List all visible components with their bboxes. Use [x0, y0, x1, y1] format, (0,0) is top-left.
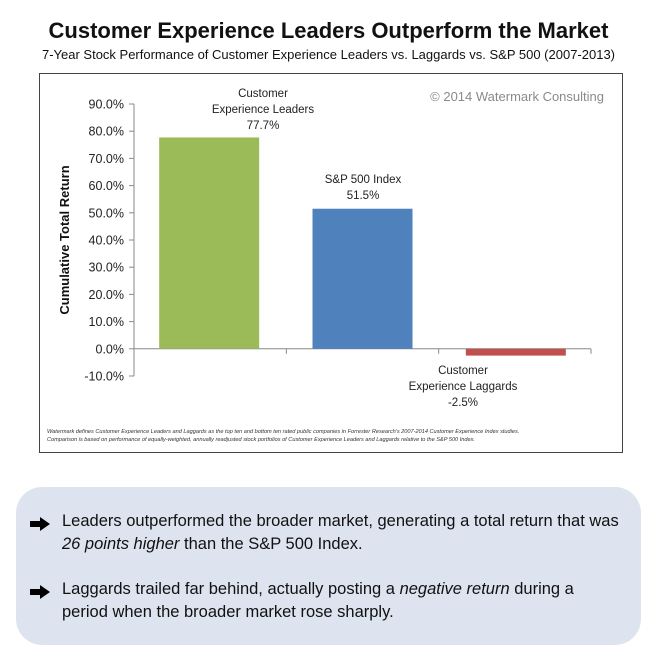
arrow-right-icon	[30, 585, 50, 599]
chart-footnote: Watermark defines Customer Experience Le…	[47, 428, 617, 444]
callout-bullet-leaders: Leaders outperformed the broader market,…	[30, 510, 620, 556]
bar-label: Experience Laggards	[409, 381, 518, 393]
y-tick-label: 80.0%	[89, 125, 124, 139]
bar-label: Customer	[438, 365, 488, 377]
arrow-right-icon	[30, 517, 50, 531]
summary-callout: Leaders outperformed the broader market,…	[16, 487, 641, 645]
y-axis-title: Cumulative Total Return	[57, 165, 72, 314]
chart-title: Customer Experience Leaders Outperform t…	[48, 18, 609, 43]
bar-1	[159, 137, 260, 349]
copyright-text: © 2014 Watermark Consulting	[430, 89, 604, 104]
y-tick-label: -10.0%	[84, 370, 124, 384]
bar-label: Customer	[238, 88, 288, 100]
bullet-text-part: than the S&P 500 Index.	[179, 535, 363, 553]
bar-label: S&P 500 Index	[325, 174, 402, 186]
y-tick-label: 30.0%	[89, 261, 124, 275]
bullet-text-part: Leaders outperformed the broader market,…	[62, 512, 619, 530]
bullet-text: Laggards trailed far behind, actually po…	[62, 578, 620, 624]
y-tick-label: 50.0%	[89, 206, 124, 220]
y-tick-label: 10.0%	[89, 315, 124, 329]
bullet-text: Leaders outperformed the broader market,…	[62, 510, 620, 556]
y-tick-label: 90.0%	[89, 98, 124, 112]
bar-3	[465, 348, 566, 356]
bullet-emphasis: 26 points higher	[62, 535, 180, 553]
bullet-text-part: during a period when the broader market …	[62, 580, 574, 621]
bar-2	[312, 208, 413, 349]
bar-label: 51.5%	[347, 190, 380, 202]
bullet-emphasis: negative return	[399, 580, 510, 598]
callout-bullet-laggards: Laggards trailed far behind, actually po…	[30, 578, 620, 624]
footnote-line-1: Watermark defines Customer Experience Le…	[47, 429, 520, 435]
y-tick-label: 60.0%	[89, 179, 124, 193]
y-tick-label: 70.0%	[89, 152, 124, 166]
bullet-text-part: Laggards trailed far behind, actually po…	[62, 580, 400, 598]
y-tick-label: 20.0%	[89, 288, 124, 302]
chart-subtitle: 7-Year Stock Performance of Customer Exp…	[41, 47, 616, 62]
bar-label: -2.5%	[448, 397, 478, 409]
footnote-line-2: Comparison is based on performance of eq…	[47, 437, 475, 443]
bar-label: 77.7%	[247, 120, 280, 132]
y-tick-label: 0.0%	[96, 342, 125, 356]
bar-label: Experience Leaders	[212, 104, 315, 116]
y-tick-label: 40.0%	[89, 234, 124, 248]
